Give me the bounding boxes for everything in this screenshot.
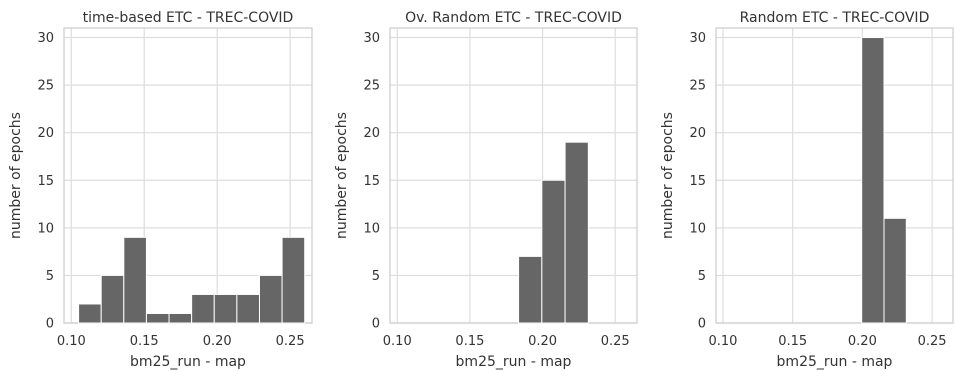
y-tick-label: 15 <box>37 174 54 189</box>
x-tick-label: 0.25 <box>601 334 630 349</box>
histogram-bar <box>213 293 238 324</box>
y-tick-label: 15 <box>689 174 706 189</box>
x-tick-label: 0.20 <box>528 334 557 349</box>
axes-frame <box>715 27 954 324</box>
y-tick-label: 5 <box>698 269 706 284</box>
y-tick-label: 30 <box>363 31 380 46</box>
x-axis-label: bm25_run - map <box>456 354 572 370</box>
axes-frame <box>389 27 638 324</box>
y-tick-label: 10 <box>363 221 380 236</box>
histogram-bar <box>281 236 306 324</box>
y-tick-label: 20 <box>363 126 380 141</box>
x-tick-label: 0.20 <box>848 334 877 349</box>
y-axis-label: number of epochs <box>334 112 350 239</box>
histogram-bar <box>258 274 283 324</box>
x-axis-label: bm25_run - map <box>130 354 246 370</box>
chart-title: time-based ETC - TREC-COVID <box>83 10 294 26</box>
y-tick-label: 10 <box>37 221 54 236</box>
x-tick-label: 0.10 <box>708 334 737 349</box>
histogram-bar <box>123 236 147 324</box>
y-tick-label: 5 <box>372 269 380 284</box>
histogram-bar <box>100 274 125 324</box>
histogram-bar <box>78 303 102 324</box>
histogram-bar <box>541 179 566 324</box>
histogram-bar <box>145 312 170 324</box>
histogram-bar <box>168 312 193 324</box>
y-tick-label: 20 <box>689 126 706 141</box>
chart-title: Random ETC - TREC-COVID <box>740 10 930 26</box>
y-tick-label: 5 <box>46 269 54 284</box>
x-tick-label: 0.10 <box>57 334 86 349</box>
histogram-panel-3: 0.10 0.15 0.20 0.25 0 5 10 15 20 25 30 Random ETC -… <box>660 10 954 370</box>
y-tick-label: 20 <box>37 126 54 141</box>
x-tick-label: 0.25 <box>276 334 305 349</box>
x-tick-label: 0.15 <box>455 334 484 349</box>
y-tick-label: 0 <box>698 317 706 332</box>
y-tick-label: 30 <box>37 31 54 46</box>
y-tick-label: 0 <box>46 317 54 332</box>
histogram-bar <box>191 293 215 324</box>
y-axis-label: number of epochs <box>8 112 24 239</box>
x-tick-label: 0.15 <box>778 334 807 349</box>
x-axis-label: bm25_run - map <box>777 354 893 370</box>
histogram-panel-1: 0.10 0.15 0.20 0.25 0 5 10 15 20 25 30 time-based E… <box>8 10 313 370</box>
x-tick-label: 0.15 <box>130 334 159 349</box>
x-tick-label: 0.25 <box>918 334 947 349</box>
histogram-bar <box>861 37 885 324</box>
y-tick-label: 0 <box>372 317 380 332</box>
chart-title: Ov. Random ETC - TREC-COVID <box>405 10 622 26</box>
histogram-bar <box>518 255 543 324</box>
histogram-panel-2: 0.10 0.15 0.20 0.25 0 5 10 15 20 25 30 Ov. Random E… <box>334 10 638 370</box>
histogram-bar <box>236 293 260 324</box>
y-tick-label: 25 <box>363 79 380 94</box>
y-axis-label: number of epochs <box>660 112 676 239</box>
y-tick-label: 15 <box>363 174 380 189</box>
x-tick-label: 0.10 <box>383 334 412 349</box>
y-tick-label: 25 <box>37 79 54 94</box>
y-tick-label: 30 <box>689 31 706 46</box>
x-tick-label: 0.20 <box>203 334 232 349</box>
histogram-bar <box>564 141 589 324</box>
histogram-bar <box>883 217 907 324</box>
y-tick-label: 25 <box>689 79 706 94</box>
y-tick-label: 10 <box>689 221 706 236</box>
